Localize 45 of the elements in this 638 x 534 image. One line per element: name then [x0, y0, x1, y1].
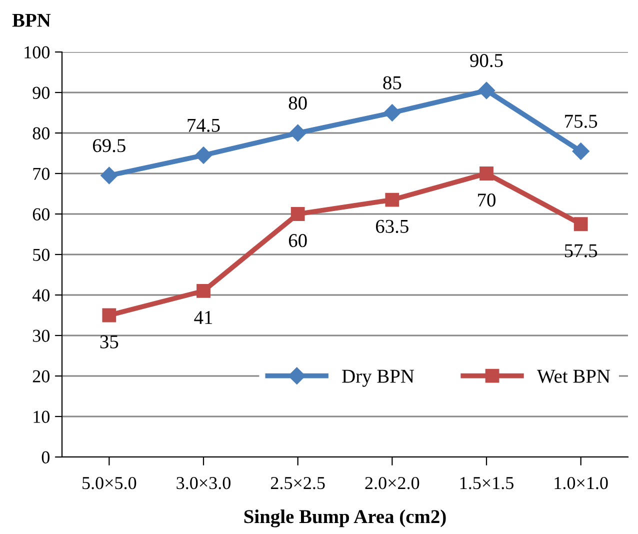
point — [289, 124, 306, 142]
y-tick-label: 100 — [24, 46, 50, 58]
y-tick-label: 30 — [33, 330, 50, 342]
x-tick-label: 5.0×5.0 — [82, 476, 136, 490]
y-tick-label: 60 — [32, 208, 50, 220]
y-tick-label: 50 — [33, 248, 50, 261]
y-tick-label: 20 — [32, 370, 50, 382]
data-label: 90.5 — [470, 54, 503, 68]
point — [478, 82, 496, 100]
x-tick-label: 2.0×2.0 — [365, 476, 420, 490]
y-tick-label: 80 — [32, 127, 50, 140]
data-label: 74.5 — [188, 118, 220, 132]
x-axis-title: Single Bump Area (cm2) — [244, 509, 446, 528]
point — [574, 217, 588, 232]
y-tick-label: 0 — [42, 451, 50, 464]
point — [290, 207, 305, 221]
y-tick-label: 40 — [32, 289, 50, 302]
data-label: 69.5 — [92, 139, 126, 152]
legend-label: Wet BPN — [537, 370, 610, 383]
x-tick-label: 1.0×1.0 — [554, 476, 608, 490]
legend-label: Dry BPN — [342, 370, 414, 387]
data-label: 41 — [194, 311, 212, 324]
point — [385, 192, 400, 207]
y-tick-label: 10 — [34, 410, 50, 423]
y-axis-title: BPN — [12, 14, 51, 27]
data-label: 70 — [478, 194, 496, 207]
data-label: 75.5 — [565, 114, 598, 128]
data-label: 60 — [288, 234, 307, 248]
data-label: 80 — [288, 96, 307, 110]
data-label: 63.5 — [376, 220, 408, 234]
point — [194, 146, 212, 164]
x-tick-label: 2.5×2.5 — [270, 477, 325, 490]
y-tick-label: 70 — [33, 168, 50, 180]
data-label: 85 — [383, 76, 402, 90]
data-label: 57.5 — [564, 244, 598, 258]
point — [100, 166, 118, 184]
y-tick-label: 90 — [32, 86, 50, 99]
point — [102, 308, 116, 322]
point — [196, 284, 210, 298]
point — [384, 104, 401, 122]
point — [480, 166, 494, 180]
x-tick-label: 3.0×3.0 — [176, 476, 230, 490]
data-label: 35 — [100, 335, 118, 348]
x-tick-label: 1.5×1.5 — [460, 477, 514, 490]
point — [572, 142, 590, 160]
